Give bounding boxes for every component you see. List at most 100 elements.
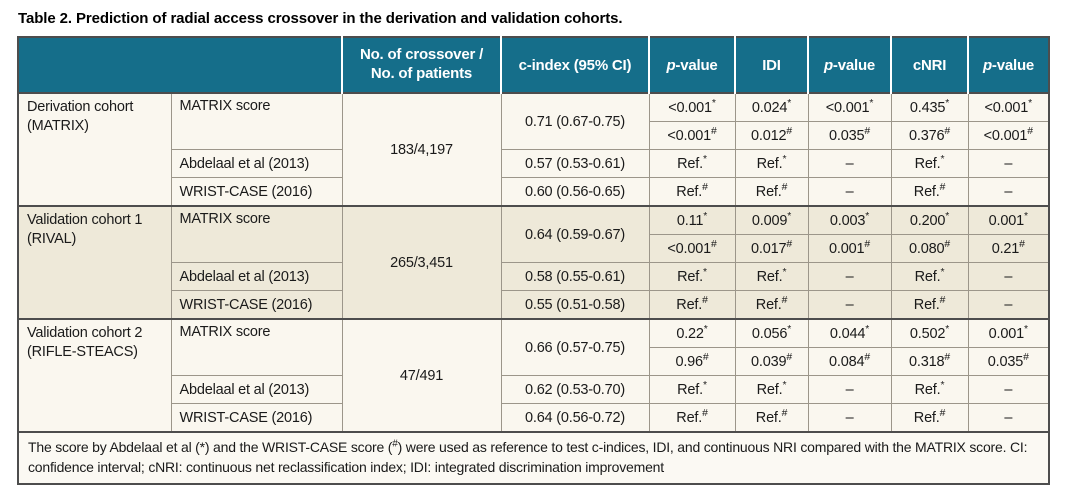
pvalue-cell: –: [807, 149, 892, 178]
crossover-cell: 265/3,451: [341, 205, 502, 320]
pvalue-cell: <0.001#: [967, 121, 1050, 150]
cnri-cell: 0.502*: [890, 318, 969, 348]
pvalue-cell: 0.044*: [807, 318, 892, 348]
pvalue-cell: –: [807, 375, 892, 404]
pvalue-cell: Ref.*: [648, 375, 736, 404]
pvalue-cell: Ref.*: [648, 262, 736, 291]
idi-cell: 0.039#: [734, 347, 809, 376]
pvalue-cell: 0.003*: [807, 205, 892, 235]
header-cindex: c-index (95% CI): [500, 37, 649, 94]
table-row: Abdelaal et al (2013) 0.57 (0.53-0.61) R…: [18, 149, 1050, 178]
cnri-cell: 0.435*: [890, 92, 969, 122]
idi-cell: 0.024*: [734, 92, 809, 122]
cnri-cell: Ref.#: [890, 177, 969, 207]
score-cell: WRIST-CASE (2016): [170, 290, 343, 320]
header-crossover-line1: No. of crossover /: [359, 46, 484, 64]
idi-cell: 0.009*: [734, 205, 809, 235]
pvalue-cell: 0.21#: [967, 234, 1050, 263]
group-validation-1: Validation cohort 1 (RIVAL) MATRIX score…: [17, 205, 1050, 320]
table-row: WRIST-CASE (2016) 0.64 (0.56-0.72) Ref.#…: [18, 403, 1050, 433]
table-row: WRIST-CASE (2016) 0.55 (0.51-0.58) Ref.#…: [18, 290, 1050, 320]
pvalue-cell: –: [967, 177, 1050, 207]
cnri-cell: Ref.*: [890, 149, 969, 178]
pvalue-cell: –: [967, 375, 1050, 404]
cnri-cell: Ref.#: [890, 290, 969, 320]
cohort-line2: (RIVAL): [27, 230, 77, 247]
pvalue-cell: Ref.#: [648, 290, 736, 320]
header-p-rest: -value: [991, 56, 1035, 74]
idi-cell: Ref.*: [734, 149, 809, 178]
cindex-cell: 0.64 (0.59-0.67): [500, 205, 650, 263]
pvalue-cell: 0.96#: [648, 347, 736, 376]
cnri-cell: 0.200*: [890, 205, 969, 235]
cindex-cell: 0.57 (0.53-0.61): [500, 149, 650, 178]
cohort-line2: (RIFLE-STEACS): [27, 343, 138, 360]
pvalue-cell: <0.001*: [967, 92, 1050, 122]
cnri-cell: Ref.*: [890, 262, 969, 291]
pvalue-cell: –: [967, 262, 1050, 291]
footnote-text-2: ) were used as reference to test c-indic…: [28, 439, 1028, 475]
header-cnri: cNRI: [890, 37, 968, 94]
pvalue-cell: 0.001#: [807, 234, 892, 263]
cohort-line2: (MATRIX): [27, 117, 89, 134]
table-row: Abdelaal et al (2013) 0.62 (0.53-0.70) R…: [18, 375, 1050, 404]
score-cell: Abdelaal et al (2013): [170, 262, 343, 291]
table-header: No. of crossover / No. of patients c-ind…: [18, 37, 1049, 94]
cnri-cell: Ref.*: [890, 375, 969, 404]
idi-cell: Ref.#: [734, 290, 809, 320]
header-pvalue-3: p-value: [967, 37, 1049, 94]
crossover-cell: 47/491: [341, 318, 502, 433]
cindex-cell: 0.58 (0.55-0.61): [500, 262, 650, 291]
header-p-italic: p: [666, 56, 676, 74]
footnote-cell: The score by Abdelaal et al (*) and the …: [17, 430, 1050, 485]
pvalue-cell: –: [967, 290, 1050, 320]
cnri-cell: 0.376#: [890, 121, 969, 150]
pvalue-cell: Ref.*: [648, 149, 736, 178]
cohort-cell: Derivation cohort (MATRIX): [17, 92, 172, 207]
pvalue-cell: Ref.#: [648, 403, 736, 433]
header-p-rest: -value: [832, 56, 876, 74]
pvalue-cell: <0.001*: [807, 92, 892, 122]
header-crossover: No. of crossover / No. of patients: [341, 37, 501, 94]
table-row: Derivation cohort (MATRIX) MATRIX score …: [17, 92, 1050, 207]
table-row: 0.96# 0.039# 0.084# 0.318# 0.035#: [18, 347, 1050, 376]
cnri-cell: Ref.#: [890, 403, 969, 433]
pvalue-cell: 0.035#: [967, 347, 1050, 376]
cnri-cell: 0.318#: [890, 347, 969, 376]
score-cell: WRIST-CASE (2016): [170, 177, 343, 207]
header-row: No. of crossover / No. of patients c-ind…: [18, 37, 1049, 94]
header-p-rest: -value: [675, 56, 718, 74]
cohort-line1: Validation cohort 2: [27, 325, 143, 341]
idi-cell: Ref.*: [734, 375, 809, 404]
table-row: Abdelaal et al (2013) 0.58 (0.55-0.61) R…: [18, 262, 1050, 291]
pvalue-cell: 0.001*: [967, 205, 1050, 235]
header-crossover-line2: No. of patients: [370, 65, 473, 82]
score-cell: MATRIX score: [170, 318, 343, 376]
cohort-line1: Validation cohort 1: [27, 212, 143, 228]
header-idi: IDI: [734, 37, 808, 94]
pvalue-cell: –: [807, 177, 892, 207]
score-cell: MATRIX score: [170, 205, 343, 263]
group-validation-2: Validation cohort 2 (RIFLE-STEACS) MATRI…: [17, 318, 1050, 433]
header-pvalue-1: p-value: [648, 37, 735, 94]
idi-cell: Ref.#: [734, 177, 809, 207]
score-cell: MATRIX score: [170, 92, 343, 150]
pvalue-cell: <0.001*: [648, 92, 736, 122]
header-pvalue-2: p-value: [807, 37, 891, 94]
score-cell: Abdelaal et al (2013): [170, 149, 343, 178]
table-row: WRIST-CASE (2016) 0.60 (0.56-0.65) Ref.#…: [18, 177, 1050, 207]
pvalue-cell: 0.001*: [967, 318, 1050, 348]
footnote-row: The score by Abdelaal et al (*) and the …: [17, 430, 1050, 485]
table-footnote-section: The score by Abdelaal et al (*) and the …: [17, 430, 1050, 485]
cindex-cell: 0.62 (0.53-0.70): [500, 375, 650, 404]
cindex-cell: 0.60 (0.56-0.65): [500, 177, 650, 207]
pvalue-cell: –: [807, 290, 892, 320]
score-cell: WRIST-CASE (2016): [170, 403, 343, 433]
table-row: Validation cohort 2 (RIFLE-STEACS) MATRI…: [17, 318, 1050, 433]
idi-cell: 0.017#: [734, 234, 809, 263]
pvalue-cell: –: [967, 149, 1050, 178]
idi-cell: 0.056*: [734, 318, 809, 348]
cohort-cell: Validation cohort 2 (RIFLE-STEACS): [17, 318, 172, 433]
pvalue-cell: –: [967, 403, 1050, 433]
